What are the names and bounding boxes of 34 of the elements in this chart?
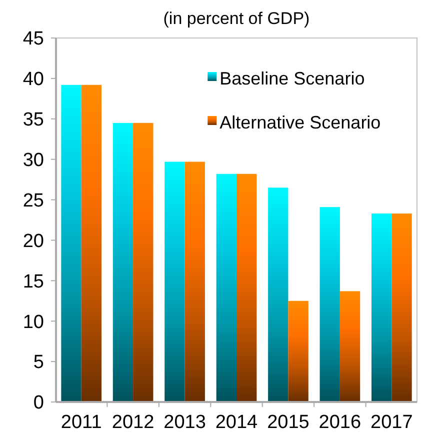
legend-label: Alternative Scenario xyxy=(220,112,381,132)
y-tick-label: 10 xyxy=(22,312,44,333)
bar xyxy=(216,174,236,402)
bar xyxy=(320,207,340,402)
x-tick-label: 2014 xyxy=(215,412,258,433)
bar xyxy=(164,162,185,402)
x-tick-label: 2015 xyxy=(267,412,310,433)
bar xyxy=(112,122,134,402)
legend-label: Baseline Scenario xyxy=(220,68,365,88)
y-tick-label: 20 xyxy=(22,230,44,252)
bar xyxy=(392,214,412,402)
bar xyxy=(371,214,392,402)
x-tick-label: 2012 xyxy=(112,412,154,433)
bar xyxy=(61,84,82,402)
bar xyxy=(288,300,308,402)
y-tick-label: 45 xyxy=(22,28,44,50)
chart-subtitle: (in percent of GDP) xyxy=(163,9,310,28)
y-tick-label: 30 xyxy=(22,150,44,171)
bar xyxy=(268,188,288,402)
x-tick-label: 2011 xyxy=(60,412,102,433)
y-tick-label: 5 xyxy=(33,352,44,374)
bar xyxy=(340,291,360,402)
y-tick-label: 25 xyxy=(22,190,44,212)
y-tick-label: 15 xyxy=(22,271,44,292)
bar xyxy=(81,84,102,402)
x-tick-label: 2013 xyxy=(164,412,206,433)
x-tick-label: 2016 xyxy=(318,412,362,433)
bar xyxy=(184,162,205,402)
y-tick-label: 40 xyxy=(22,69,44,90)
y-tick-label: 0 xyxy=(33,392,44,414)
x-tick-label: 2017 xyxy=(370,412,413,433)
bar xyxy=(236,174,257,402)
bar xyxy=(133,122,154,402)
y-tick-label: 35 xyxy=(22,110,44,131)
